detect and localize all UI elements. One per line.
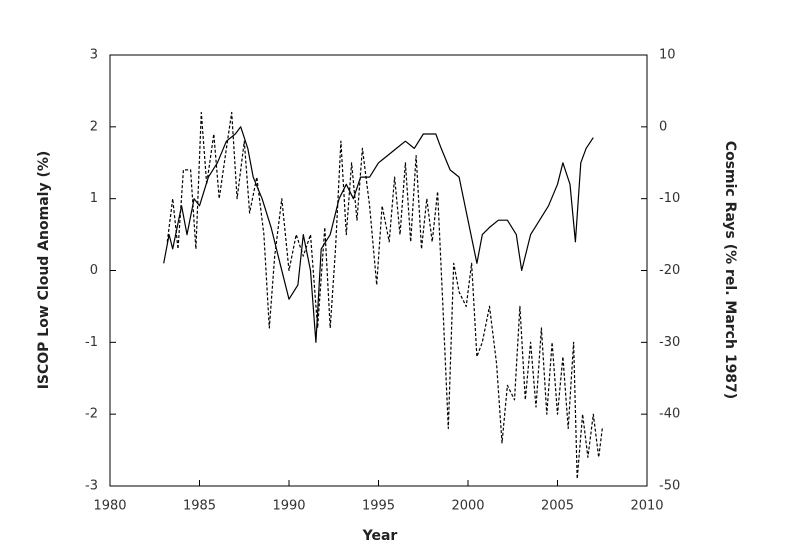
y2-tick-label: -20	[659, 263, 680, 278]
y2-tick-label: 0	[659, 119, 667, 134]
x-tick-label: 1990	[272, 499, 305, 514]
y2-axis-label: Cosmic Rays (% rel. March 1987)	[722, 141, 738, 399]
y-tick-label: 0	[90, 263, 98, 278]
y-axis-label: ISCOP Low Cloud Anomaly (%)	[36, 151, 52, 390]
y2-tick-label: 10	[659, 48, 676, 63]
y-tick-label: 3	[90, 48, 98, 63]
y-tick-label: -1	[85, 335, 98, 350]
x-tick-label: 2010	[630, 499, 663, 514]
series-line	[166, 111, 603, 480]
y2-tick-label: -10	[659, 191, 680, 206]
series-line	[163, 126, 594, 343]
y2-tick-label: -50	[659, 479, 680, 494]
y-tick-label: 1	[90, 191, 98, 206]
x-tick-label: 2005	[541, 499, 574, 514]
x-tick-label: 1985	[183, 499, 216, 514]
x-tick-label: 1980	[93, 499, 126, 514]
x-tick-label: 2000	[451, 499, 484, 514]
y-tick-label: -3	[85, 479, 98, 494]
x-tick-label: 1995	[362, 499, 395, 514]
y2-tick-label: -30	[659, 335, 680, 350]
y-tick-label: -2	[85, 407, 98, 422]
x-axis-label: Year	[362, 528, 398, 544]
plot-frame	[109, 54, 648, 487]
y2-tick-label: -40	[659, 407, 680, 422]
y-tick-label: 2	[90, 119, 98, 134]
